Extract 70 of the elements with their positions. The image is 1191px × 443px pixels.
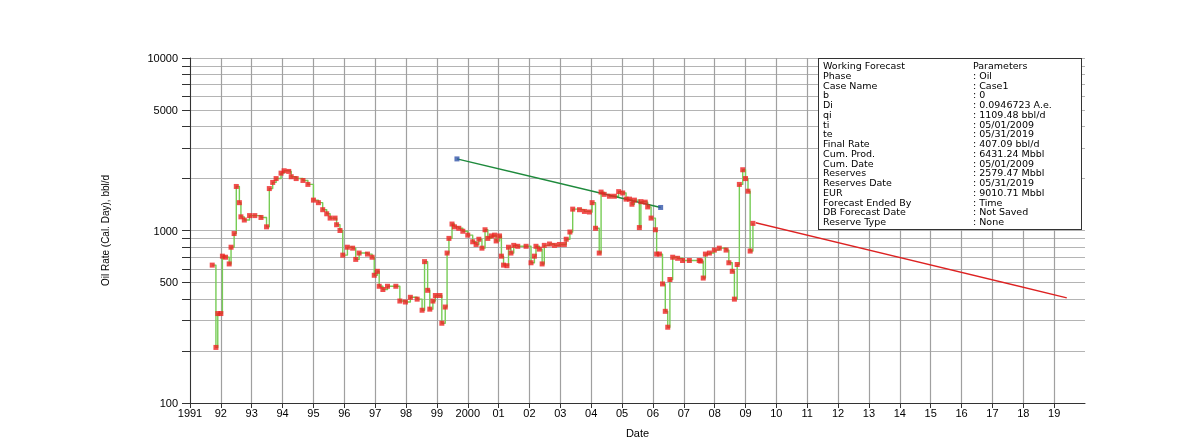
x-tick-label: 95 — [307, 406, 320, 419]
x-tick-label: 08 — [708, 406, 721, 419]
annotation: Working Forecast — [823, 60, 906, 71]
y-axis-title: Oil Rate (Cal. Day), bbl/d — [99, 174, 111, 287]
annotation: : 1109.48 bbl/d — [973, 108, 1047, 120]
x-tick-label: 92 — [214, 406, 227, 419]
x-tick-label: 03 — [554, 406, 567, 419]
annotation: EUR — [823, 186, 844, 198]
y-tick-label: 100 — [159, 397, 178, 409]
annotation: ti — [823, 118, 830, 130]
annotation: : 05/31/2019 — [973, 128, 1035, 140]
annotation: : Oil — [973, 69, 993, 81]
annotation: : None — [973, 216, 1005, 227]
annotation: Phase — [823, 69, 852, 81]
x-tick-label: 13 — [862, 406, 876, 419]
x-tick-label: 11 — [801, 406, 813, 419]
annotation: : 05/01/2009 — [973, 157, 1035, 169]
annotation: : 05/31/2019 — [973, 177, 1035, 188]
x-tick-label: 06 — [646, 406, 660, 419]
annotation: : 2579.47 Mbbl — [973, 167, 1046, 179]
y-tick-label: 10000 — [147, 52, 178, 64]
x-tick-label: 07 — [677, 406, 690, 419]
x-axis-title: Date — [625, 426, 650, 439]
annotation: : 407.09 bbl/d — [973, 138, 1041, 149]
annotation: Reserves Date — [823, 177, 893, 188]
x-tick-label: 16 — [955, 406, 968, 419]
x-tick-label: 10 — [770, 406, 783, 419]
annotation: : 9010.71 Mbbl — [973, 186, 1046, 198]
x-tick-label: 19 — [1048, 406, 1061, 419]
annotation: Reserves — [823, 167, 868, 179]
annotation: Cum. Prod. — [823, 147, 877, 159]
annotation: Reserve Type — [823, 216, 888, 227]
x-tick-label: 01 — [492, 406, 505, 419]
annotation: : Not Saved — [973, 206, 1030, 218]
annotation: : Case1 — [973, 79, 1010, 91]
y-tick-label: 1000 — [153, 224, 178, 237]
x-tick-label: 2000 — [455, 406, 480, 419]
x-tick-label: 97 — [369, 406, 382, 419]
x-tick-label: 05 — [615, 406, 629, 419]
y-tick-label: 5000 — [153, 103, 178, 116]
x-tick-label: 94 — [276, 406, 289, 419]
annotation: : 05/01/2009 — [973, 118, 1034, 130]
annotation: Cum. Date — [823, 157, 875, 169]
annotation: : 6431.24 Mbbl — [973, 147, 1046, 159]
x-tick-label: 18 — [1017, 406, 1030, 419]
x-tick-label: 17 — [986, 406, 999, 419]
annotation: : 0 — [973, 89, 987, 101]
x-tick-label: 14 — [893, 406, 906, 419]
y-tick-label: 500 — [159, 276, 178, 289]
x-tick-label: 15 — [924, 406, 937, 419]
x-tick-label: 96 — [338, 406, 351, 419]
x-tick-label: 12 — [831, 406, 845, 419]
x-tick-label: 04 — [585, 406, 598, 419]
x-tick-label: 09 — [739, 406, 752, 419]
annotation: : 0.0946723 A.e. — [973, 99, 1053, 110]
x-tick-label: 93 — [245, 406, 258, 419]
annotation: Forecast Ended By — [823, 196, 913, 208]
annotation: : Time — [973, 196, 1004, 208]
x-tick-label: 02 — [523, 406, 536, 419]
annotation: Final Rate — [823, 138, 871, 149]
annotation: Parameters — [973, 60, 1029, 71]
annotation: qi — [823, 108, 833, 120]
annotation: b — [823, 89, 831, 101]
x-tick-label: 1991 — [177, 406, 203, 419]
annotation: Di — [823, 99, 834, 110]
x-tick-label: 98 — [399, 406, 413, 419]
x-tick-label: 99 — [430, 406, 444, 419]
annotation: te — [823, 128, 834, 140]
annotation: DB Forecast Date — [823, 206, 907, 218]
annotation: Case Name — [823, 79, 879, 91]
